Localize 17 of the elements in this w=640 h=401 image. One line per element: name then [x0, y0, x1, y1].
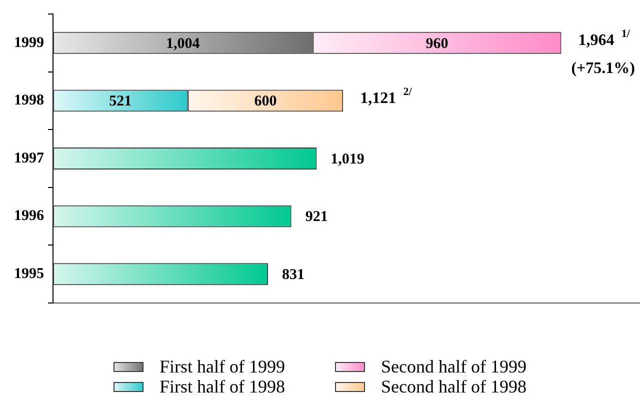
data-label: 960 [426, 36, 448, 52]
data-label: 521 [109, 94, 132, 110]
data-label: 1,004 [166, 36, 200, 52]
y-tick-label: 1997 [14, 150, 44, 166]
legend-label: First half of 1998 [160, 376, 286, 397]
data-label: 600 [254, 94, 277, 110]
data-label: 1,019 [330, 151, 364, 168]
data-label: 921 [305, 209, 328, 226]
y-tick-label: 1995 [14, 266, 44, 282]
annotation: (+75.1%) [571, 60, 636, 78]
y-tick-label: 1996 [14, 208, 44, 224]
legend-label: Second half of 1998 [381, 376, 526, 397]
data-label: 831 [282, 266, 305, 283]
legend-label: First half of 1999 [160, 356, 286, 377]
legend-label: Second half of 1999 [381, 356, 526, 377]
y-tick-label: 1999 [14, 34, 44, 51]
y-tick-label: 1998 [14, 92, 44, 109]
